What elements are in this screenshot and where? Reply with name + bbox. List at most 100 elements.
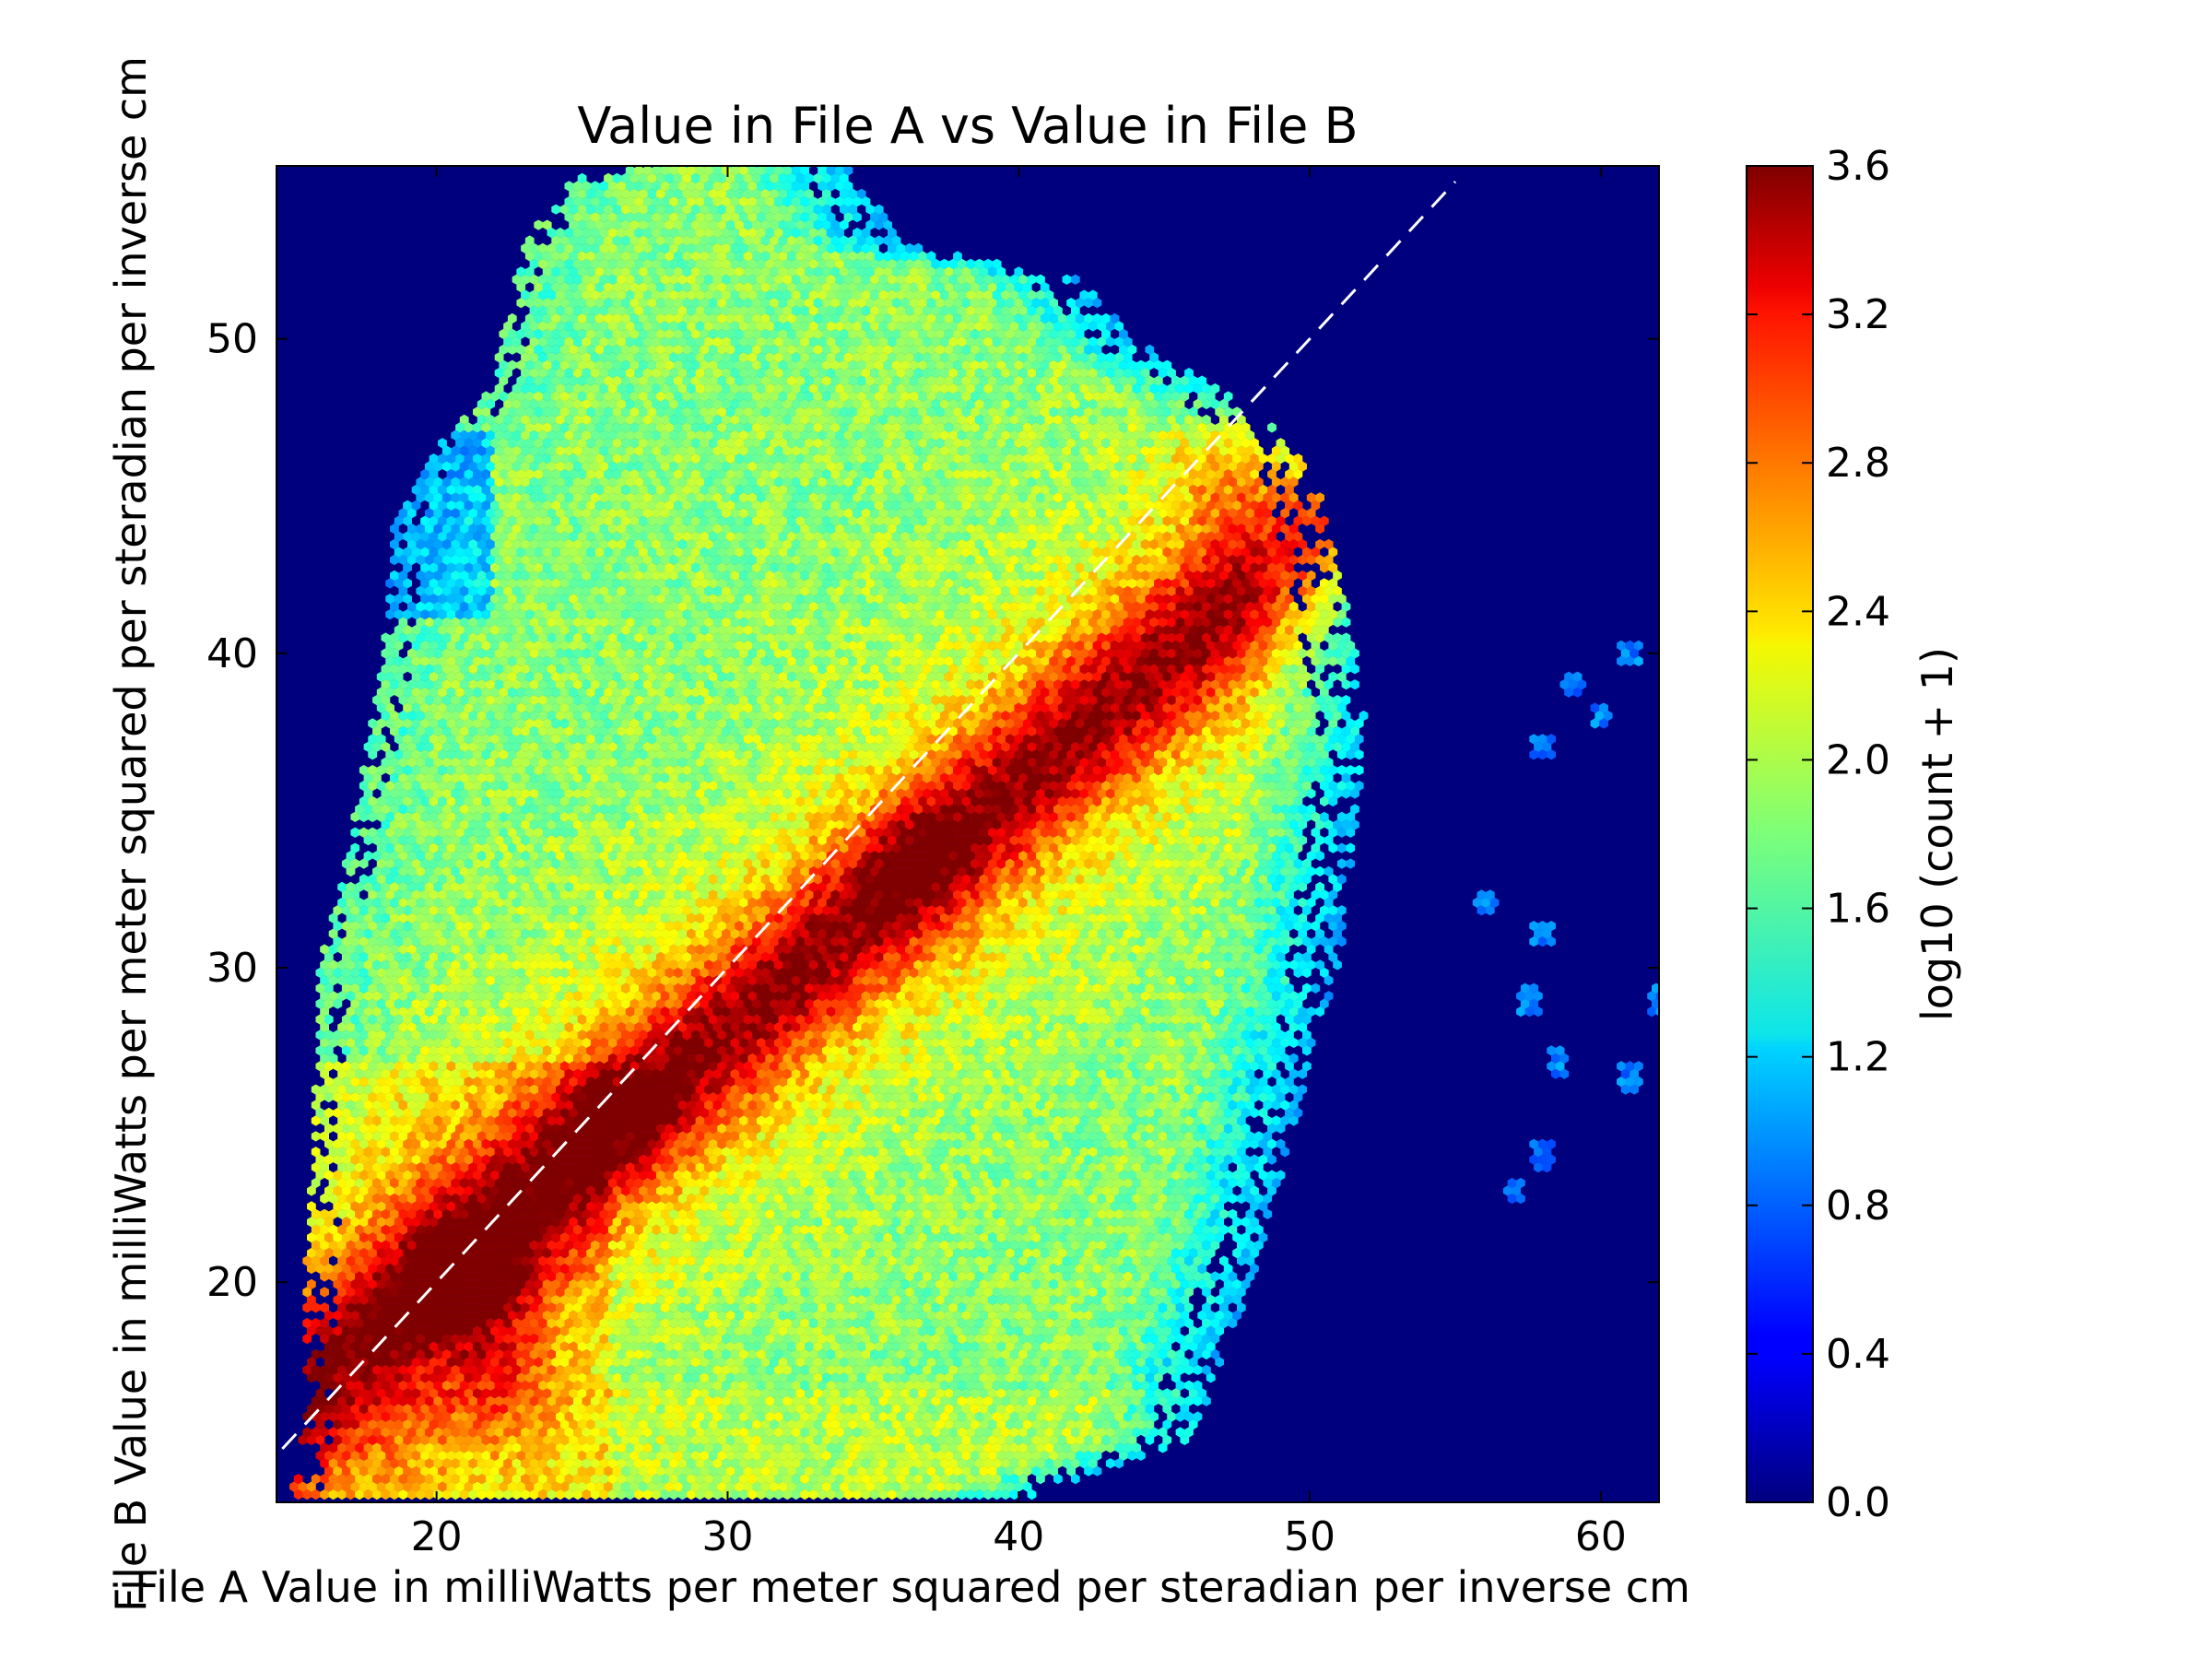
hex-bin	[848, 1481, 858, 1492]
hex-bin	[494, 1474, 504, 1485]
hex-bin	[599, 1488, 609, 1500]
hex-bin	[424, 1474, 434, 1485]
hex-bin	[818, 1488, 827, 1500]
hex-bin	[918, 1481, 927, 1492]
hex-bin	[760, 1465, 771, 1477]
hex-bin	[926, 1481, 936, 1492]
hex-bin	[1018, 1474, 1028, 1485]
hex-bin	[712, 1458, 723, 1469]
hex-bin	[433, 1458, 443, 1469]
hex-bin	[948, 1458, 959, 1469]
hex-bin	[1022, 1450, 1032, 1461]
hex-bin	[477, 1442, 487, 1453]
hex-bin	[473, 1450, 482, 1461]
hex-bin	[722, 1458, 731, 1469]
hex-bin	[770, 1465, 779, 1477]
hex-bin	[961, 1481, 971, 1492]
hex-bin	[722, 1474, 731, 1485]
hex-bin	[604, 1450, 613, 1461]
hex-bin	[355, 1488, 364, 1500]
hex-bin	[350, 1450, 360, 1461]
hex-bin	[1027, 1458, 1037, 1469]
hex-bin	[996, 1450, 1006, 1461]
hex-bin	[826, 1488, 836, 1500]
hex-bin	[494, 1458, 504, 1469]
hex-bin	[490, 1450, 500, 1461]
hex-bin	[687, 1458, 696, 1469]
hex-bin	[582, 1442, 592, 1453]
hex-bin	[922, 1488, 932, 1500]
hex-bin	[477, 1474, 487, 1485]
hex-bin	[725, 1481, 735, 1492]
hex-bin	[311, 1474, 321, 1485]
hex-bin	[499, 1481, 509, 1492]
hex-bin	[1009, 1474, 1019, 1485]
hex-bin	[337, 1488, 347, 1500]
hex-bin	[420, 1481, 429, 1492]
hex-bin	[944, 1481, 954, 1492]
hex-bin	[1071, 1474, 1080, 1485]
hex-bin	[407, 1488, 417, 1500]
hex-bin	[494, 1442, 504, 1453]
hex-bin	[634, 1474, 643, 1485]
hex-bin	[468, 1474, 477, 1485]
hex-bin	[760, 1481, 771, 1492]
hex-bin	[747, 1458, 758, 1469]
hex-bin	[328, 1442, 338, 1453]
hex-bin	[376, 1450, 386, 1461]
hex-bin	[516, 1481, 526, 1492]
hex-bin	[551, 1465, 560, 1477]
hex-bin	[971, 1481, 980, 1492]
hex-bin	[590, 1442, 600, 1453]
hex-bin	[891, 1450, 901, 1461]
hex-bin	[420, 1450, 429, 1461]
hex-bin	[813, 1450, 823, 1461]
hex-bin	[599, 1458, 609, 1469]
hex-bin	[712, 1474, 723, 1485]
hex-bin	[853, 1474, 862, 1485]
hex-bin	[765, 1488, 775, 1500]
hex-bin	[891, 1465, 901, 1477]
hex-bin	[507, 1465, 517, 1477]
hex-bin	[843, 1458, 853, 1469]
hex-bin	[403, 1481, 412, 1492]
hex-bin	[922, 1474, 932, 1485]
hex-bin	[639, 1450, 648, 1461]
hex-bin	[1036, 1474, 1045, 1485]
hex-bin	[621, 1450, 630, 1461]
hex-bin	[743, 1450, 753, 1461]
hex-bin	[359, 1481, 369, 1492]
hex-bin	[913, 1458, 924, 1469]
hex-bin	[647, 1465, 657, 1477]
hex-bin	[700, 1465, 710, 1477]
hex-bin	[381, 1458, 391, 1469]
hex-bin	[320, 1488, 329, 1500]
hex-bin	[966, 1488, 975, 1500]
hex-bin	[979, 1450, 989, 1461]
hex-bin	[760, 1450, 771, 1461]
hex-bin	[459, 1488, 469, 1500]
hex-bin	[665, 1465, 675, 1477]
hex-bin	[607, 1488, 618, 1500]
hex-bin	[870, 1488, 879, 1500]
hex-bin	[708, 1465, 718, 1477]
hex-bin	[708, 1481, 718, 1492]
hex-bin	[499, 1465, 509, 1477]
hex-bin	[407, 1442, 417, 1453]
hex-bin	[979, 1465, 989, 1477]
hex-bin	[577, 1465, 587, 1477]
hex-bin	[909, 1465, 919, 1477]
hex-bin	[477, 1488, 487, 1500]
hex-bin	[346, 1488, 356, 1500]
hex-bin	[905, 1474, 914, 1485]
hex-bin	[992, 1458, 1002, 1469]
hex-bin	[739, 1458, 748, 1469]
hex-bin	[617, 1458, 627, 1469]
hex-bin	[848, 1465, 858, 1477]
hex-bin	[355, 1474, 364, 1485]
hex-bin	[534, 1450, 544, 1461]
hex-bin	[302, 1488, 312, 1500]
hex-bin	[874, 1465, 884, 1477]
hex-bin	[538, 1488, 547, 1500]
